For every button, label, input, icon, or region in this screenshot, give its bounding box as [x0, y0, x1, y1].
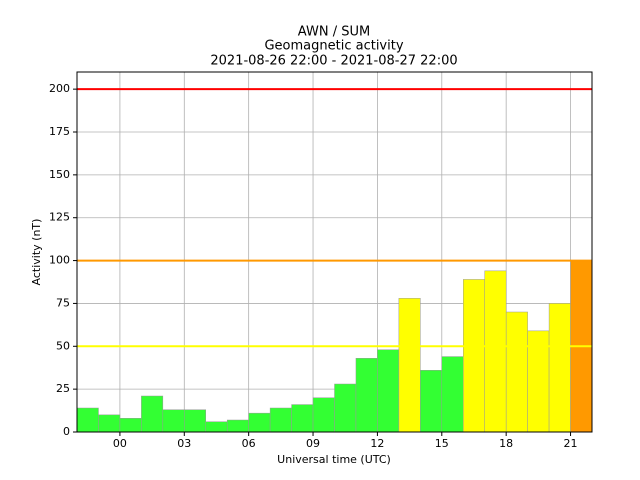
bar — [334, 383, 357, 433]
bar — [398, 298, 421, 433]
bar — [484, 270, 507, 433]
y-tick-label: 175 — [49, 125, 70, 138]
x-tick-label: 06 — [242, 437, 256, 450]
y-tick-label: 50 — [56, 339, 70, 352]
x-tick-label: 12 — [370, 437, 384, 450]
bar — [119, 418, 142, 433]
x-tick-label: 09 — [306, 437, 320, 450]
chart-subtitle: Geomagnetic activity — [264, 39, 403, 54]
x-tick-label: 18 — [499, 437, 513, 450]
x-tick-label: 15 — [435, 437, 449, 450]
y-tick-label: 100 — [49, 254, 70, 267]
y-tick-label: 25 — [56, 382, 70, 395]
bar — [377, 349, 400, 433]
plot-frame — [76, 71, 593, 433]
bar — [355, 358, 378, 433]
bar — [505, 311, 528, 433]
y-tick-label: 125 — [49, 211, 70, 224]
y-axis-label: Activity (nT) — [30, 219, 43, 286]
x-tick-label: 00 — [113, 437, 127, 450]
chart-title: AWN / SUM — [298, 25, 370, 40]
y-tick-label: 150 — [49, 168, 70, 181]
bar — [441, 356, 464, 433]
bar — [463, 279, 485, 433]
bar — [226, 419, 249, 433]
bar — [98, 414, 121, 433]
bar — [291, 404, 314, 433]
y-tick-label: 200 — [49, 82, 70, 95]
bar — [162, 409, 185, 433]
y-tick-label: 75 — [56, 296, 70, 309]
x-axis-label: Universal time (UTC) — [277, 453, 391, 466]
bar — [312, 397, 335, 433]
x-tick-label: 21 — [564, 437, 578, 450]
bar — [184, 409, 207, 433]
bar — [76, 407, 99, 433]
chart-period: 2021-08-26 22:00 - 2021-08-27 22:00 — [210, 54, 457, 69]
bar — [420, 370, 443, 433]
x-tick-label: 03 — [177, 437, 191, 450]
bar — [205, 421, 228, 433]
bar — [269, 407, 292, 433]
bar — [248, 412, 271, 433]
y-tick-label: 0 — [63, 425, 70, 438]
bar — [141, 395, 164, 433]
bar — [548, 303, 571, 433]
